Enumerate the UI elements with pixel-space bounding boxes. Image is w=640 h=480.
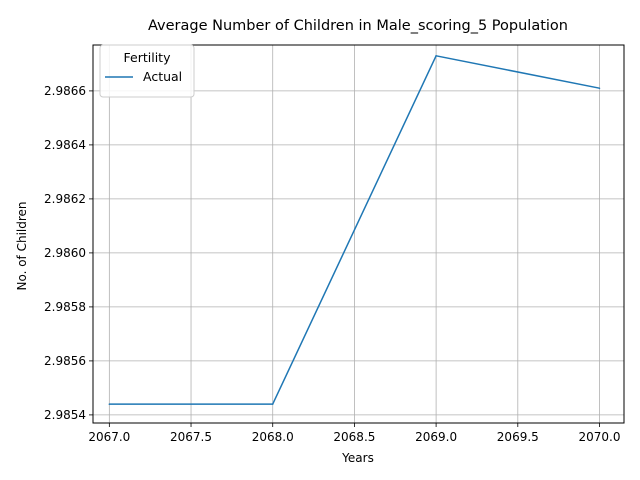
series-layer: [108, 55, 601, 405]
x-axis: 2067.0 2067.5 2068.0 2068.5 2069.0 2069.5 2070…: [88, 423, 620, 444]
data-point: [598, 87, 601, 89]
chart-title: Average Number of Children in Male_scori…: [148, 18, 568, 34]
y-axis: 2.9854 2.9856 2.9858 2.9860 2.9862 2.9864 2.98…: [44, 84, 93, 422]
x-tick-label: 2067.0: [88, 430, 130, 444]
y-tick-label: 2.9864: [44, 138, 86, 152]
x-tick-label: 2068.0: [252, 430, 294, 444]
x-tick-label: 2069.5: [497, 430, 539, 444]
y-tick-label: 2.9866: [44, 84, 86, 98]
x-axis-label: Years: [341, 451, 374, 465]
y-tick-label: 2.9862: [44, 192, 86, 206]
grid: [93, 45, 624, 423]
x-tick-label: 2067.5: [170, 430, 212, 444]
data-point: [271, 403, 274, 405]
legend-title: Fertility: [124, 50, 172, 65]
y-axis-label: No. of Children: [15, 201, 29, 290]
series-line-actual: [109, 55, 600, 405]
legend: Fertility Actual: [99, 44, 195, 98]
y-tick-label: 2.9860: [44, 246, 86, 260]
legend-label-actual: Actual: [143, 69, 182, 84]
legend-box: [99, 44, 195, 98]
y-tick-label: 2.9856: [44, 354, 86, 368]
x-tick-label: 2068.5: [333, 430, 375, 444]
x-tick-label: 2069.0: [415, 430, 457, 444]
y-tick-label: 2.9858: [44, 300, 86, 314]
plot-frame: [92, 44, 625, 424]
data-point: [435, 55, 437, 57]
data-point: [108, 403, 111, 405]
x-tick-label: 2070.0: [578, 430, 620, 444]
y-tick-label: 2.9854: [44, 408, 86, 422]
